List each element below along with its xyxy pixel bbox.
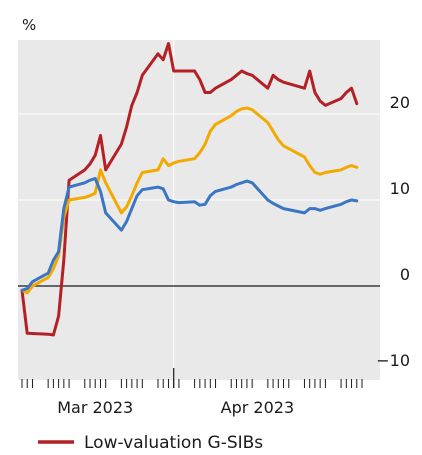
x-axis-ticks xyxy=(21,368,363,388)
legend-label-0: Low-valuation G-SIBs xyxy=(84,433,263,453)
legend: Low-valuation G-SIBs xyxy=(38,433,263,453)
series-line-1 xyxy=(20,106,359,295)
series-line-0 xyxy=(20,42,359,337)
y-tick-label-2: 0 xyxy=(400,265,410,284)
y-tick-label-3: −10 xyxy=(376,351,410,370)
x-axis-labels: Mar 2023 Apr 2023 xyxy=(57,398,294,417)
x-tick-label-0: Mar 2023 xyxy=(57,398,133,417)
y-tick-label-0: 20 xyxy=(390,93,410,112)
x-tick-label-1: Apr 2023 xyxy=(221,398,294,417)
gridlines xyxy=(18,40,380,380)
y-axis-labels: 20 10 0 −10 xyxy=(376,93,410,370)
y-tick-label-1: 10 xyxy=(390,179,410,198)
series-lines xyxy=(20,42,359,337)
series-line-2 xyxy=(20,177,359,292)
y-unit-label: % xyxy=(22,16,36,34)
